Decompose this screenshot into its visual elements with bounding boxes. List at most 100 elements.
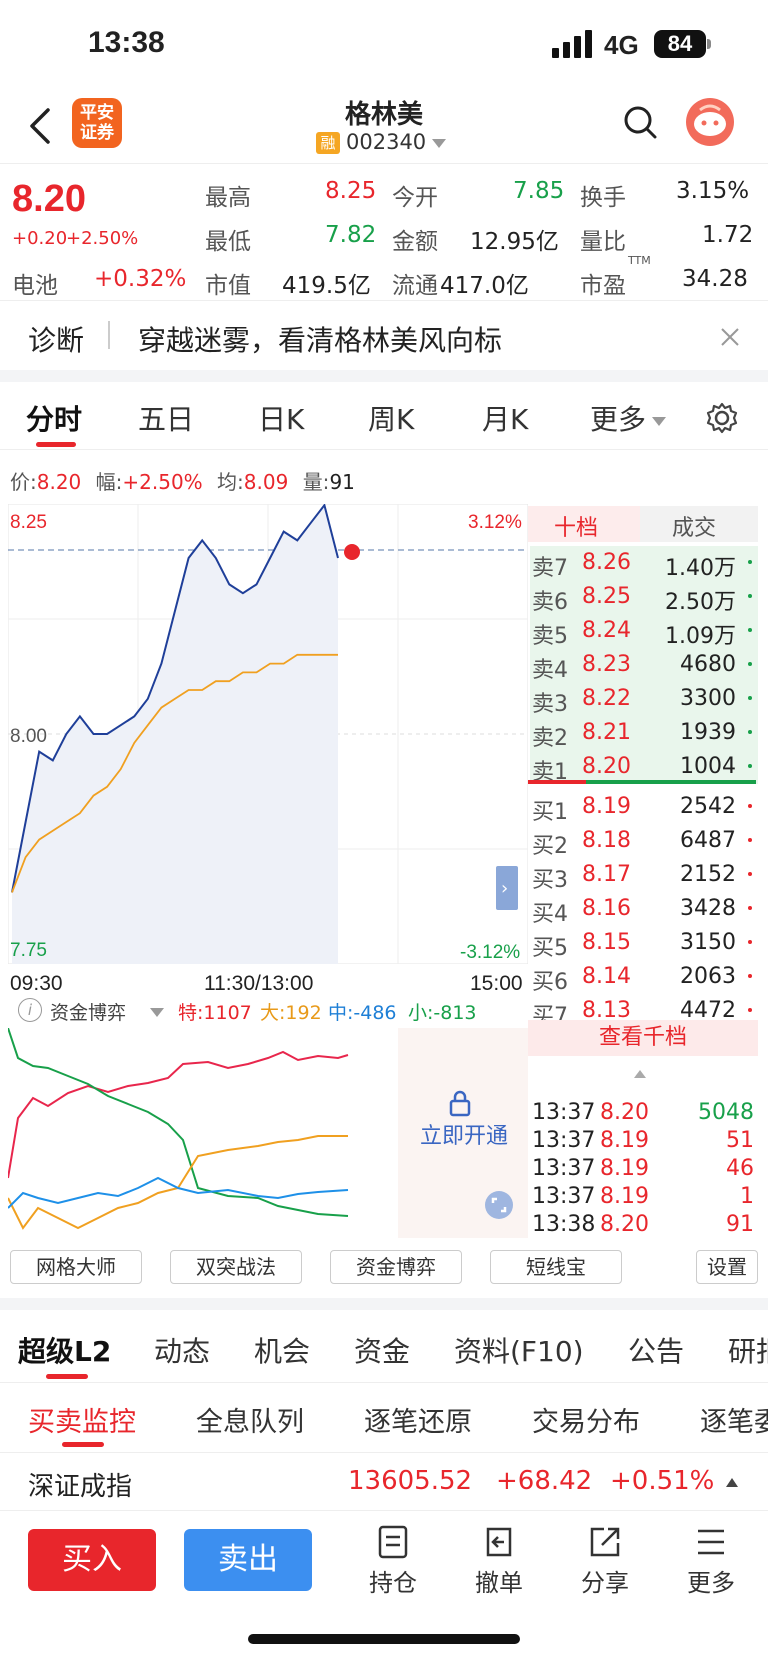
tab-f10[interactable]: 资料(F10) [454,1335,584,1368]
level-label: 卖2 [532,726,568,751]
x-label-open: 09:30 [10,972,63,995]
back-arrow-icon[interactable] [26,106,56,146]
capital-flow-label[interactable]: 资金博弈 [50,1002,127,1024]
level-label: 买1 [532,800,568,825]
level-volume: 1.09万 [665,624,736,649]
intraday-chart[interactable]: › [8,504,528,964]
tick-price: 8.19 [600,1184,649,1209]
last-price: 8.20 [12,178,86,220]
sector-change: +0.32% [94,266,187,292]
level-dot [748,662,752,666]
tab-intraday[interactable]: 分时 [26,403,83,436]
level-dot [748,560,752,564]
stock-code-selector[interactable]: 融 002340 [316,130,447,154]
tab-opportunity[interactable]: 机会 [254,1335,311,1368]
cancel-order-button[interactable]: 撤单 [464,1525,534,1598]
more-button[interactable]: 更多 [676,1525,746,1598]
expand-panel-button[interactable] [496,866,518,910]
tab-weekly-k[interactable]: 周K [368,403,415,436]
trade-tick-row: 13:37 8.20 5048 [530,1096,758,1130]
section-gap [0,370,768,382]
expand-icon[interactable] [484,1190,514,1220]
more-label: 更多 [687,1569,735,1597]
broker-logo[interactable]: 平安 证券 [72,98,122,148]
trade-tick-row: 13:37 8.19 46 [530,1152,758,1186]
assistant-avatar[interactable] [686,98,734,146]
level-price: 8.18 [582,828,631,853]
low-label: 最低 [205,229,251,255]
short-term-button[interactable]: 短线宝 [490,1250,622,1284]
level-price: 8.19 [582,794,631,819]
tab-ten-levels[interactable]: 十档 [528,506,640,542]
sell-button[interactable]: 卖出 [184,1529,312,1591]
tab-research[interactable]: 研报 [728,1335,768,1368]
level-price: 8.14 [582,964,631,989]
bid-row[interactable]: 买2 8.18 6487 [530,824,758,859]
tab-super-l2[interactable]: 超级L2 [18,1335,112,1368]
diagnosis-text: 穿越迷雾，看清格林美风向标 [138,324,503,357]
low-value: 7.82 [325,222,377,248]
level-price: 8.17 [582,862,631,887]
tab-daily-k[interactable]: 日K [258,403,305,436]
tab-more[interactable]: 更多 [590,398,667,438]
tick-price: 8.20 [600,1100,649,1125]
ask-row[interactable]: 卖6 8.25 2.50万 [530,580,758,615]
level-dot [748,594,752,598]
share-button[interactable]: 分享 [570,1525,640,1598]
tab-tick-orders[interactable]: 逐笔委托 [700,1407,768,1438]
double-breakout-button[interactable]: 双突战法 [170,1250,302,1284]
view-thousand-levels-button[interactable]: 查看千档 [528,1020,758,1056]
ask-row[interactable]: 卖5 8.24 1.09万 [530,614,758,649]
tab-trades[interactable]: 成交 [640,506,758,542]
float-cap-value: 417.0亿 [440,273,529,299]
settings-button[interactable]: 设置 [696,1250,758,1284]
positions-label: 持仓 [369,1569,417,1597]
tab-trade-distribution[interactable]: 交易分布 [532,1407,640,1438]
tab-tick-replay[interactable]: 逐笔还原 [364,1407,472,1438]
bid-row[interactable]: 买5 8.15 3150 [530,926,758,961]
tab-monthly-k[interactable]: 月K [482,403,529,436]
search-icon[interactable] [622,104,658,140]
bid-row[interactable]: 买6 8.14 2063 [530,960,758,995]
level-price: 8.13 [582,998,631,1023]
y-top-label: 8.25 [10,512,47,533]
tab-five-day[interactable]: 五日 [138,403,195,436]
positions-button[interactable]: 持仓 [358,1525,428,1598]
diagnosis-banner[interactable]: 诊断 穿越迷雾，看清格林美风向标 [0,300,768,370]
bid-row[interactable]: 买3 8.17 2152 [530,858,758,893]
price-change: +0.20 [12,228,68,249]
tab-full-queue[interactable]: 全息队列 [196,1407,304,1438]
bid-row[interactable]: 买1 8.19 2542 [530,790,758,825]
bid-row[interactable]: 买4 8.16 3428 [530,892,758,927]
level-price: 8.15 [582,930,631,955]
level-dot [748,628,752,632]
tab-trade-monitor[interactable]: 买卖监控 [28,1407,136,1438]
cancel-order-label: 撤单 [475,1569,523,1597]
buy-button[interactable]: 买入 [28,1529,156,1591]
ask-row[interactable]: 卖1 8.20 1004 [530,750,758,785]
tab-announcements[interactable]: 公告 [628,1335,685,1368]
tick-time: 13:37 [532,1128,596,1153]
info-icon[interactable]: i [18,998,42,1022]
ask-row[interactable]: 卖4 8.23 4680 [530,648,758,683]
info-vol: 91 [329,470,355,494]
ask-row[interactable]: 卖7 8.26 1.40万 [530,546,758,581]
tab-news[interactable]: 动态 [154,1335,211,1368]
unlock-button[interactable]: 立即开通 [420,1088,508,1150]
tick-volume: 51 [726,1128,754,1153]
ask-bar [528,780,586,784]
index-ticker[interactable]: 深证成指 13605.52 +68.42 +0.51% [0,1456,768,1510]
gear-icon[interactable] [706,402,738,434]
tab-capital[interactable]: 资金 [354,1335,411,1368]
level-label: 卖4 [532,658,568,683]
y-bottom-label: 7.75 [10,940,47,961]
close-icon[interactable] [720,327,740,347]
pe-label: 市盈 [580,273,626,299]
open-value: 7.85 [513,178,565,204]
capital-game-button[interactable]: 资金博弈 [330,1250,462,1284]
undo-icon [486,1527,512,1557]
ask-row[interactable]: 卖3 8.22 3300 [530,682,758,717]
bid-bar [586,780,756,784]
grid-master-button[interactable]: 网格大师 [10,1250,142,1284]
ask-row[interactable]: 卖2 8.21 1939 [530,716,758,751]
